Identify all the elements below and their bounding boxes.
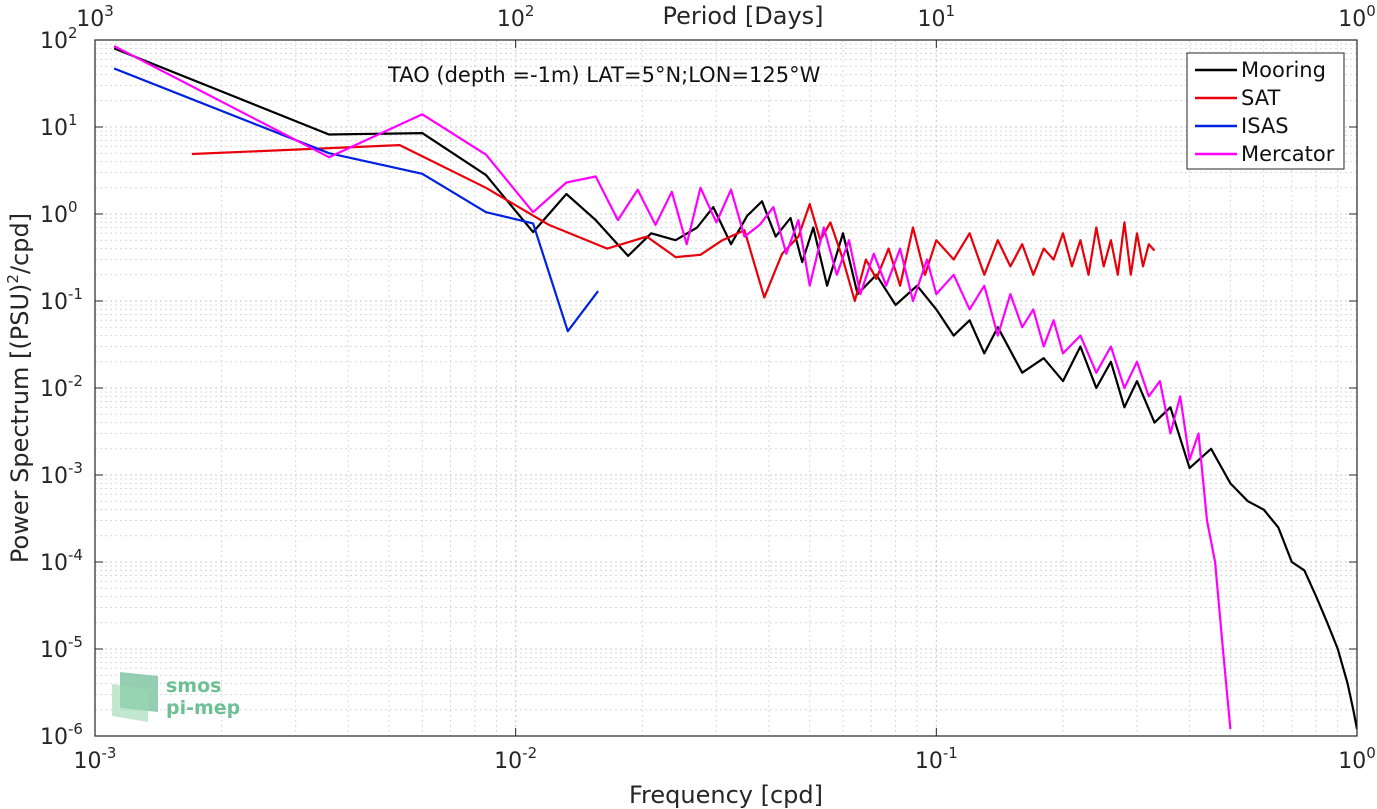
x-tick-exp: -3	[102, 744, 117, 762]
y-tick-exp: -5	[68, 633, 83, 651]
logo-mark-layer	[112, 684, 148, 722]
smos-pi-mep-logo: smos pi-mep	[112, 672, 240, 722]
top-tick-base: 10	[76, 7, 104, 32]
top-tick-labels: 103 102 101 100	[76, 2, 1376, 32]
x-tick-base: 10	[74, 749, 102, 774]
top-tick-label: 101	[918, 2, 956, 32]
y-axis-title-main: Power Spectrum [(PSU)	[6, 284, 34, 563]
y-tick-label: 10-6	[40, 720, 83, 750]
x-tick-exp: -2	[522, 744, 537, 762]
top-tick-base: 10	[497, 7, 525, 32]
y-tick-label: 102	[40, 24, 78, 54]
x-tick-base: 10	[915, 749, 943, 774]
legend-label-mercator: Mercator	[1241, 142, 1335, 166]
y-tick-base: 10	[40, 638, 68, 663]
x-tick-label: 10-2	[494, 744, 537, 774]
y-tick-label: 10-1	[40, 285, 83, 315]
y-tick-exp: 2	[68, 24, 78, 42]
top-tick-label: 102	[497, 2, 535, 32]
series-line-isas	[113, 67, 599, 333]
x-tick-label: 10-3	[74, 744, 117, 774]
top-axis-title: Period [Days]	[662, 2, 823, 30]
y-tick-base: 10	[40, 116, 68, 141]
y-tick-exp: -4	[68, 546, 83, 564]
x-axis-title: Frequency [cpd]	[629, 781, 823, 809]
y-tick-exp: -3	[68, 459, 83, 477]
legend-label-sat: SAT	[1241, 86, 1280, 110]
legend-box	[1186, 52, 1345, 170]
logo-line-2: pi-mep	[166, 697, 240, 719]
series-layer	[113, 45, 1357, 730]
y-axis-title: Power Spectrum [(PSU)2/cpd]	[4, 213, 34, 563]
x-tick-label: 10-1	[915, 744, 958, 774]
legend-label-mooring: Mooring	[1241, 58, 1326, 82]
y-tick-exp: 1	[68, 111, 78, 129]
y-tick-label: 10-4	[40, 546, 83, 576]
y-tick-label: 10-2	[40, 372, 83, 402]
tick-marks	[94, 39, 1358, 737]
chart-annotation: TAO (depth =-1m) LAT=5°N;LON=125°W	[387, 63, 821, 87]
x-tick-label: 100	[1338, 744, 1376, 774]
top-tick-exp: 0	[1366, 2, 1376, 20]
y-tick-base: 10	[40, 551, 68, 576]
y-tick-base: 10	[40, 29, 68, 54]
y-tick-label: 101	[40, 111, 78, 141]
y-tick-base: 10	[40, 203, 68, 228]
x-tick-base: 10	[494, 749, 522, 774]
top-tick-label: 103	[76, 2, 114, 32]
x-tick-base: 10	[1338, 749, 1366, 774]
y-tick-exp: 0	[68, 198, 78, 216]
legend: Mooring SAT ISAS Mercator	[1186, 52, 1345, 170]
top-tick-exp: 2	[525, 2, 535, 20]
y-tick-exp: -2	[68, 372, 83, 390]
top-tick-label: 100	[1338, 2, 1376, 32]
x-tick-exp: -1	[943, 744, 958, 762]
y-tick-base: 10	[40, 290, 68, 315]
series-line-mooring	[113, 47, 1357, 730]
x-tick-exp: 0	[1366, 744, 1376, 762]
logo-line-1: smos	[166, 675, 221, 697]
series-line-mercator	[113, 45, 1232, 730]
y-axis-title-tail: /cpd]	[6, 213, 34, 274]
y-tick-label: 10-5	[40, 633, 83, 663]
y-axis-title-sup: 2	[4, 274, 22, 284]
minor-grid	[95, 40, 1357, 736]
y-tick-base: 10	[40, 725, 68, 750]
y-tick-exp: -6	[68, 720, 83, 738]
top-tick-base: 10	[918, 7, 946, 32]
y-tick-base: 10	[40, 464, 68, 489]
legend-label-isas: ISAS	[1241, 114, 1289, 138]
series-line-sat	[191, 144, 1156, 303]
y-tick-label: 10-3	[40, 459, 83, 489]
top-tick-exp: 3	[104, 2, 114, 20]
x-tick-labels: 10-3 10-2 10-1 100	[74, 744, 1376, 774]
top-tick-exp: 1	[946, 2, 956, 20]
top-tick-base: 10	[1338, 7, 1366, 32]
y-tick-exp: -1	[68, 285, 83, 303]
y-tick-label: 100	[40, 198, 78, 228]
y-tick-base: 10	[40, 377, 68, 402]
